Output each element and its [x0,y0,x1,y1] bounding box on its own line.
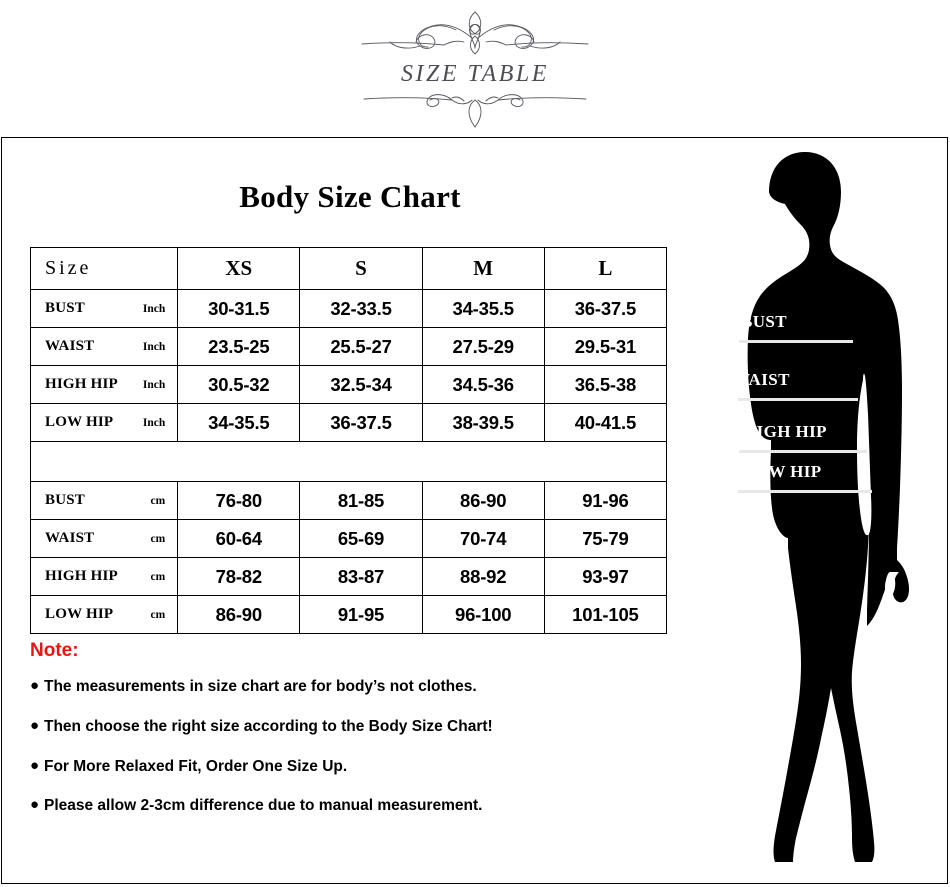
cell-bust-cm-l: 91-96 [543,481,668,520]
note-text: Then choose the right size according to … [44,717,493,735]
row-label-highhip-cm: HIGH HIP cm [29,557,179,596]
header-size-l: L [543,247,668,290]
table-row: BUST Inch 30-31.5 32-33.5 34-35.5 36-37.5 [29,289,668,328]
banner-inner: SIZE TABLE [345,8,605,128]
row-label-text: HIGH HIP [45,568,118,584]
cell-highhip-cm-l: 93-97 [543,557,668,596]
row-label-text: LOW HIP [45,606,114,622]
flourish-ornament-top-icon [361,11,589,55]
row-unit-text: Inch [142,303,166,315]
bullet-icon: ● [30,677,40,694]
table-row: WAIST Inch 23.5-25 25.5-27 27.5-29 29.5-3… [29,327,668,366]
notes-heading: Note: [30,640,79,661]
row-label-text: HIGH HIP [45,376,118,392]
note-item: ● The measurements in size chart are for… [30,677,630,696]
cell-highhip-inch-xs: 30.5-32 [177,365,301,404]
cell-waist-inch-s: 25.5-27 [299,327,423,366]
bullet-icon: ● [30,756,40,774]
table-row: HIGH HIP Inch 30.5-32 32.5-34 34.5-36 36.… [29,365,668,404]
table-section-separator-row [30,441,667,482]
row-unit-text: Inch [142,417,166,429]
row-unit-text: cm [150,533,166,545]
cell-waist-inch-l: 29.5-31 [543,327,668,366]
row-unit-text: cm [150,495,166,507]
cell-highhip-cm-s: 83-87 [299,557,423,596]
cell-lowhip-inch-l: 40-41.5 [543,403,668,442]
table-section-separator-cell [30,441,667,482]
cell-waist-cm-s: 65-69 [299,519,423,558]
notes-section: Note: ● The measurements in size chart a… [30,640,630,837]
cell-highhip-inch-s: 32.5-34 [299,365,423,404]
banner-title: SIZE TABLE [401,61,549,87]
cell-waist-inch-m: 27.5-29 [421,327,545,366]
table-row: WAIST cm 60-64 65-69 70-74 75-79 [29,519,668,558]
row-label-text: BUST [45,300,85,316]
row-label-text: LOW HIP [45,414,114,430]
note-text: Please allow 2-3cm difference due to man… [44,797,483,815]
note-text: For More Relaxed Fit, Order One Size Up. [44,757,348,775]
header-size-label: Size [29,247,179,290]
cell-bust-inch-m: 34-35.5 [421,289,545,328]
cell-lowhip-inch-s: 36-37.5 [299,403,423,442]
row-label-highhip-inch: HIGH HIP Inch [29,365,179,404]
cell-bust-cm-s: 81-85 [299,481,423,520]
table-row: HIGH HIP cm 78-82 83-87 88-92 93-97 [29,557,668,596]
table-row: BUST cm 76-80 81-85 86-90 91-96 [29,481,668,520]
header-size-m: M [421,247,545,290]
cell-lowhip-cm-l: 101-105 [543,595,668,634]
cell-lowhip-cm-m: 96-100 [421,595,545,634]
cell-waist-cm-m: 70-74 [421,519,545,558]
bullet-icon: ● [30,716,40,734]
cell-highhip-inch-m: 34.5-36 [421,365,545,404]
row-unit-text: Inch [142,379,166,391]
cell-lowhip-cm-xs: 86-90 [177,595,301,634]
cell-highhip-cm-xs: 78-82 [177,557,301,596]
row-label-waist-cm: WAIST cm [29,519,179,558]
table-row: LOW HIP cm 86-90 91-95 96-100 101-105 [29,595,668,634]
banner: SIZE TABLE [0,0,950,136]
row-label-lowhip-cm: LOW HIP cm [29,595,179,634]
table-row: LOW HIP Inch 34-35.5 36-37.5 38-39.5 40-4… [29,403,668,442]
row-label-text: WAIST [45,530,95,546]
cell-bust-inch-l: 36-37.5 [543,289,668,328]
cell-waist-cm-l: 75-79 [543,519,668,558]
note-text: The measurements in size chart are for b… [44,678,477,695]
flourish-ornament-bottom-icon [363,94,587,128]
cell-lowhip-inch-xs: 34-35.5 [177,403,301,442]
header-size-xs: XS [177,247,301,290]
row-label-text: BUST [45,492,85,508]
row-unit-text: cm [150,571,166,583]
row-unit-text: Inch [142,341,166,353]
bullet-icon: ● [30,796,40,814]
row-label-text: WAIST [45,338,95,354]
page-title: Body Size Chart [239,179,461,214]
row-label-waist-inch: WAIST Inch [29,327,179,366]
cell-bust-cm-m: 86-90 [421,481,545,520]
body-silhouette-icon [732,152,910,862]
cell-highhip-cm-m: 88-92 [421,557,545,596]
row-label-bust-cm: BUST cm [29,481,179,520]
header-size-s: S [299,247,423,290]
note-item: ● For More Relaxed Fit, Order One Size U… [30,756,630,776]
note-item: ● Then choose the right size according t… [30,716,630,736]
row-label-lowhip-inch: LOW HIP Inch [29,403,179,442]
cell-bust-inch-xs: 30-31.5 [177,289,301,328]
cell-waist-inch-xs: 23.5-25 [177,327,301,366]
cell-highhip-inch-l: 36.5-38 [543,365,668,404]
row-unit-text: cm [150,609,166,621]
cell-bust-cm-xs: 76-80 [177,481,301,520]
note-item: ● Please allow 2-3cm difference due to m… [30,797,630,815]
cell-lowhip-inch-m: 38-39.5 [421,403,545,442]
row-label-bust-inch: BUST Inch [29,289,179,328]
table-header-row: Size XS S M L [29,247,668,290]
size-table: Size XS S M L BUST Inch 30-31.5 32-33.5 3… [29,247,668,634]
cell-lowhip-cm-s: 91-95 [299,595,423,634]
body-silhouette-figure: BUST WAIST HIGH HIP LOW HIP [677,140,947,880]
content-frame [1,137,948,884]
cell-waist-cm-xs: 60-64 [177,519,301,558]
cell-bust-inch-s: 32-33.5 [299,289,423,328]
